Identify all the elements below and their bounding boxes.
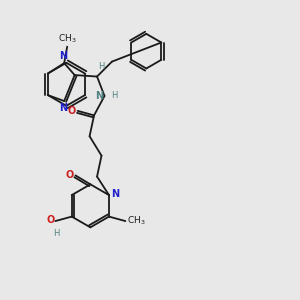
- Text: O: O: [46, 215, 55, 226]
- Text: H: H: [98, 62, 105, 71]
- Text: N: N: [95, 91, 103, 101]
- Text: O: O: [66, 170, 74, 180]
- Text: CH$_3$: CH$_3$: [127, 215, 146, 227]
- Text: O: O: [68, 106, 76, 116]
- Text: N: N: [58, 103, 67, 113]
- Text: H: H: [111, 92, 117, 100]
- Text: N: N: [111, 189, 119, 199]
- Text: N: N: [58, 51, 67, 61]
- Text: CH$_3$: CH$_3$: [58, 32, 76, 45]
- Text: H: H: [53, 229, 59, 238]
